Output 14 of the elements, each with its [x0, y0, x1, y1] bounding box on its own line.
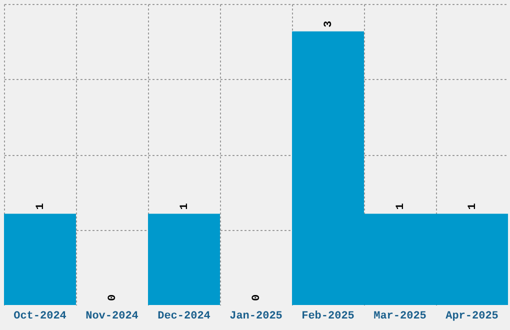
- data-label: 1: [467, 202, 479, 210]
- x-tick-label: Feb-2025: [302, 310, 355, 322]
- data-label: 1: [35, 202, 47, 210]
- x-tick-label: Mar-2025: [374, 310, 427, 322]
- x-tick-label: Oct-2024: [14, 310, 67, 322]
- x-tick-label: Nov-2024: [86, 310, 139, 322]
- data-label: 0: [107, 294, 119, 301]
- data-label: 1: [179, 202, 191, 210]
- x-tick-label: Jan-2025: [230, 310, 283, 322]
- data-label: 3: [323, 20, 335, 28]
- x-tick-label: Apr-2025: [446, 310, 499, 322]
- data-label: 0: [251, 294, 263, 301]
- x-tick-label: Dec-2024: [158, 310, 211, 322]
- data-label: 1: [395, 202, 407, 210]
